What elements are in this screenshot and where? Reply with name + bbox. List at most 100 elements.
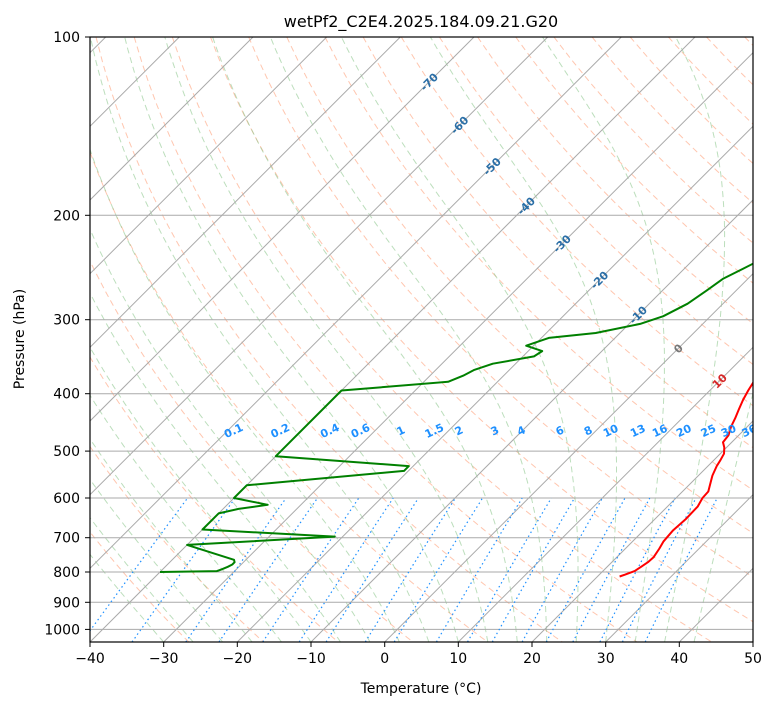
mixing-ratio-line [218,497,318,642]
dewpoint-profile-line [159,262,753,573]
y-tick-label: 900 [53,595,80,611]
pressure-gridlines [90,37,753,630]
mixing-ratio-lines [90,497,718,642]
moist-adiabat [90,228,371,642]
y-tick-label: 100 [53,30,80,46]
mixing-ratio-label: 0.6 [349,421,372,441]
x-tick-label: 10 [449,651,467,667]
moist-adiabat [90,37,430,642]
mixing-ratio-line [364,497,456,642]
y-tick-label: 400 [53,387,80,403]
x-tick-label: −30 [149,651,179,667]
mixing-ratio-label: 36 [740,422,760,440]
y-tick-label: 700 [53,531,80,547]
temperature-profile-line [619,381,753,578]
dry-adiabat [171,37,712,642]
mixing-ratio-label: 16 [650,422,670,440]
isotherm [90,37,549,496]
x-tick-label: −40 [75,651,105,667]
x-tick-label: 30 [597,651,615,667]
mixing-ratio-labels: 0.1 0.2 0.4 0.6 1 1.5 2 3 4 6 8 10 13 16 20 25 30 36 [222,421,760,441]
isotherm [90,37,696,642]
isotherm [90,37,328,275]
mixing-ratio-line [185,497,287,642]
mixing-ratio-line [393,497,484,642]
moist-adiabat [212,37,518,642]
dry-adiabat [591,37,753,204]
moist-adiabat [269,37,548,642]
mixing-ratio-label: 2 [453,423,465,438]
isotherm [90,37,475,422]
mixing-ratio-label: 3 [489,423,501,438]
mixing-ratio-label: 1 [395,423,407,438]
mixing-ratio-label: 20 [674,422,694,440]
x-axis-ticks: −40 −30 −20 −10 0 10 20 30 40 50 [75,642,762,667]
mixing-ratio-label: 1.5 [423,421,446,441]
isotherms [90,37,753,642]
isotherm [90,37,401,349]
mixing-ratio-label: 10 [601,422,621,440]
mixing-ratio-label: 8 [582,423,594,438]
moist-adiabat [429,37,617,642]
mixing-ratio-label: 0.1 [222,421,245,441]
isotherm [605,493,753,642]
mixing-ratio-line [545,497,626,642]
moist-adiabat [90,147,400,642]
moist-adiabats [90,37,753,642]
moist-adiabat [164,37,489,642]
isotherm [90,37,254,201]
dry-adiabat [210,37,753,623]
isotherm [384,272,753,642]
mixing-ratio-label: 30 [719,422,739,440]
x-tick-label: 40 [670,651,688,667]
isotherm [90,37,622,570]
dry-adiabat [90,445,264,642]
mixing-ratio-line [131,497,236,642]
dry-adiabat [248,37,753,578]
isotherm [310,199,753,642]
moist-adiabat [664,37,726,642]
x-tick-label: 50 [744,651,762,667]
sounding-series [159,262,753,578]
dry-adiabat [133,37,638,642]
moist-adiabat [90,553,165,642]
moist-adiabat [542,37,666,642]
chart-title: wetPf2_C2E4.2025.184.09.21.G20 [284,12,558,32]
moist-adiabat [693,390,753,642]
moist-adiabat [124,37,459,642]
isotherm [752,641,753,642]
mixing-ratio-line [262,497,360,642]
dry-adiabat [324,37,753,491]
dry-adiabat [90,356,339,642]
mixing-ratio-line [644,497,718,642]
mixing-ratio-line [466,497,552,642]
dry-adiabat [95,37,563,642]
y-tick-label: 800 [53,565,80,581]
x-tick-label: 20 [523,651,541,667]
moist-adiabat [90,438,253,642]
dry-adiabat [706,37,753,86]
mixing-ratio-line [325,497,420,642]
moist-adiabat [340,37,579,642]
dry-adiabat [477,37,753,325]
y-tick-label: 1000 [44,622,80,638]
x-tick-label: 0 [380,651,389,667]
moist-adiabat [90,478,223,642]
mixing-ratio-line [491,497,576,642]
dry-adiabat [90,531,190,642]
dry-adiabat [90,259,414,642]
y-tick-label: 600 [53,491,80,507]
plot-frame [89,36,754,643]
y-axis-ticks: 100 200 300 400 500 600 700 800 900 1000 [44,30,90,638]
x-tick-label: −20 [223,651,253,667]
dry-adiabat [668,37,753,125]
isotherm [457,346,753,642]
isotherm [236,125,753,642]
isotherm [531,420,753,642]
moist-adiabat [90,291,341,642]
moist-adiabat [90,346,312,642]
mixing-ratio-label: 25 [699,422,718,440]
